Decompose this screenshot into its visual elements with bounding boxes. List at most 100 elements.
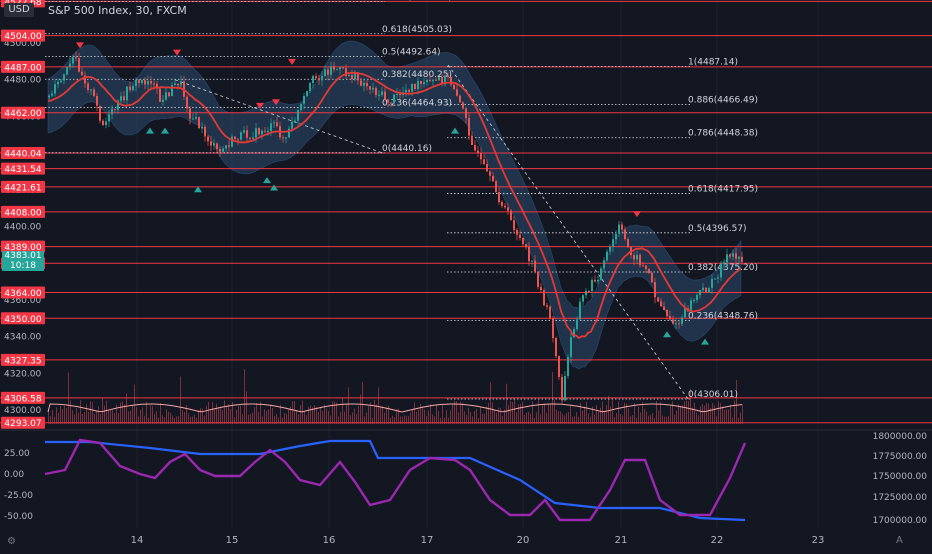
candle-body [546, 305, 548, 307]
candle-body [423, 82, 425, 84]
candle-body [723, 262, 725, 264]
volume-bar [614, 416, 615, 424]
price-tick-label: 4360.00 [4, 296, 41, 306]
volume-bar [602, 401, 603, 424]
candle-body [711, 279, 713, 289]
volume-bar [402, 416, 403, 424]
candle-body [120, 96, 122, 101]
volume-bar [222, 410, 223, 424]
scale-mode-button[interactable]: A [896, 535, 903, 546]
volume-bar [362, 381, 363, 424]
candle [222, 146, 224, 153]
candle [618, 220, 620, 237]
volume-bar [342, 397, 343, 424]
volume-bar [108, 410, 109, 424]
candle-body [354, 73, 356, 80]
volume-bar [182, 409, 183, 424]
candle [594, 275, 596, 283]
volume-bar [608, 396, 609, 424]
volume-bar [606, 404, 607, 424]
currency-label[interactable]: USD [4, 3, 34, 17]
candle-body [468, 118, 470, 136]
candle-body [408, 89, 410, 92]
candle [168, 91, 170, 98]
candle [702, 282, 704, 293]
candle-body [594, 279, 596, 282]
volume-bar [524, 414, 525, 424]
candle-body [555, 338, 557, 357]
volume-tick-label: 1725000.00 [873, 493, 928, 503]
current-price-badge: 4383.01 10:18 [2, 251, 44, 271]
volume-bar [350, 415, 351, 424]
candle-body [246, 130, 248, 138]
level-tag-bg [1, 180, 45, 193]
volume-bar [600, 407, 601, 424]
volume-bar [700, 406, 701, 424]
volume-bar [708, 403, 709, 424]
candle [300, 103, 302, 113]
volume-bar [534, 417, 535, 424]
candle [738, 256, 740, 264]
volume-bar [720, 403, 721, 424]
candle-body [642, 265, 644, 267]
candle-body [387, 99, 389, 103]
volume-bar [416, 411, 417, 424]
volume-bar [272, 408, 273, 424]
volume-bar [64, 405, 65, 424]
volume-bar [678, 404, 679, 424]
candle [612, 233, 614, 253]
candle-body [348, 74, 350, 77]
candle-body [516, 229, 518, 235]
candle [285, 136, 287, 144]
candle-body [342, 67, 344, 69]
volume-bar [482, 413, 483, 424]
arrow-markers-layer [76, 42, 709, 345]
volume-bar [634, 403, 635, 424]
volume-bar [498, 407, 499, 424]
fib-level-label: 0.786(4448.38) [688, 129, 758, 139]
level-price-tag: 4462.00 [1, 106, 45, 119]
candle [639, 253, 641, 268]
candle-body [465, 108, 467, 119]
candle-body [300, 103, 302, 110]
volume-bar [202, 408, 203, 424]
volume-bar [408, 416, 409, 424]
candle [480, 147, 482, 165]
candle [171, 82, 173, 97]
oscillator-purple-line [44, 438, 747, 522]
sell-arrow-icon [633, 211, 641, 218]
level-price-tag: 4408.00 [1, 205, 45, 218]
candle [228, 139, 230, 152]
volume-bar [632, 415, 633, 424]
volume-bar [340, 411, 341, 424]
volume-bar [48, 409, 49, 424]
volume-bar [304, 411, 305, 424]
volume-bar [444, 417, 445, 424]
volume-bar [540, 414, 541, 424]
candle-body [699, 290, 701, 296]
volume-bar [80, 400, 81, 424]
candle [129, 81, 131, 93]
candle [180, 75, 182, 88]
candle [207, 134, 209, 147]
volume-bar [502, 415, 503, 424]
level-price-tag: 4327.35 [1, 353, 45, 366]
candle-body [228, 145, 230, 147]
buy-arrow-icon [451, 127, 459, 134]
volume-bar [724, 409, 725, 424]
volume-bar [412, 409, 413, 424]
volume-bar [194, 414, 195, 424]
volume-bar [668, 415, 669, 424]
volume-bar [406, 415, 407, 424]
settings-icon[interactable]: ⚙ [7, 536, 16, 547]
candle [417, 77, 419, 95]
candle-body [639, 254, 641, 266]
fib-level-label: 1(4487.14) [688, 58, 738, 68]
candle [648, 268, 650, 275]
volume-bar [54, 416, 55, 424]
candle [450, 76, 452, 87]
candle [99, 105, 101, 124]
candle [351, 69, 353, 84]
level-tag-bg [1, 391, 45, 404]
